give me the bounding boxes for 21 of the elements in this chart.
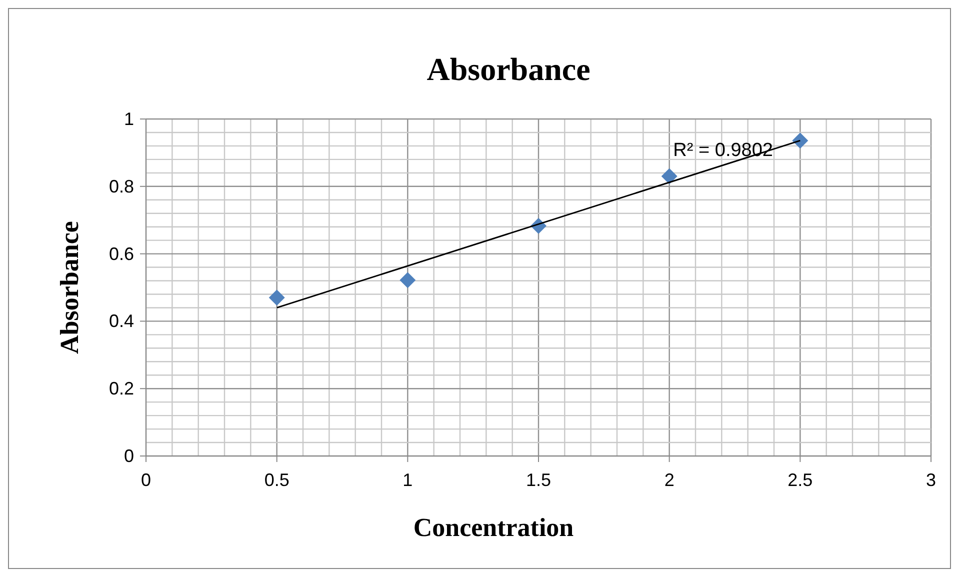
y-axis-title: Absorbance: [55, 221, 84, 354]
x-tick-label: 1: [402, 470, 413, 490]
y-tick-label: 0.4: [108, 311, 134, 332]
y-tick-label: 0: [124, 446, 134, 466]
x-tick-label: 2.5: [788, 470, 813, 490]
point: [268, 290, 285, 306]
annotation: R² = 0.9802: [673, 140, 773, 161]
x-tick-label: 3: [926, 470, 936, 490]
y-tick-label: 1: [124, 109, 134, 129]
x-tick-label: 0: [140, 470, 152, 490]
x-tick-label: 2: [664, 470, 674, 490]
x-tick-label: 1.5: [526, 470, 552, 490]
x-axis-title: Concentration: [413, 513, 574, 542]
y-tick-label: 0.2: [108, 378, 134, 399]
point: [400, 272, 416, 288]
point: [661, 168, 678, 184]
point: [792, 132, 808, 149]
x-tick-label: 0.5: [264, 470, 290, 490]
y-tick-label: 0.6: [108, 244, 134, 264]
chart-title: Absorbance: [426, 51, 590, 87]
y-tick-label: 0.8: [108, 176, 134, 196]
